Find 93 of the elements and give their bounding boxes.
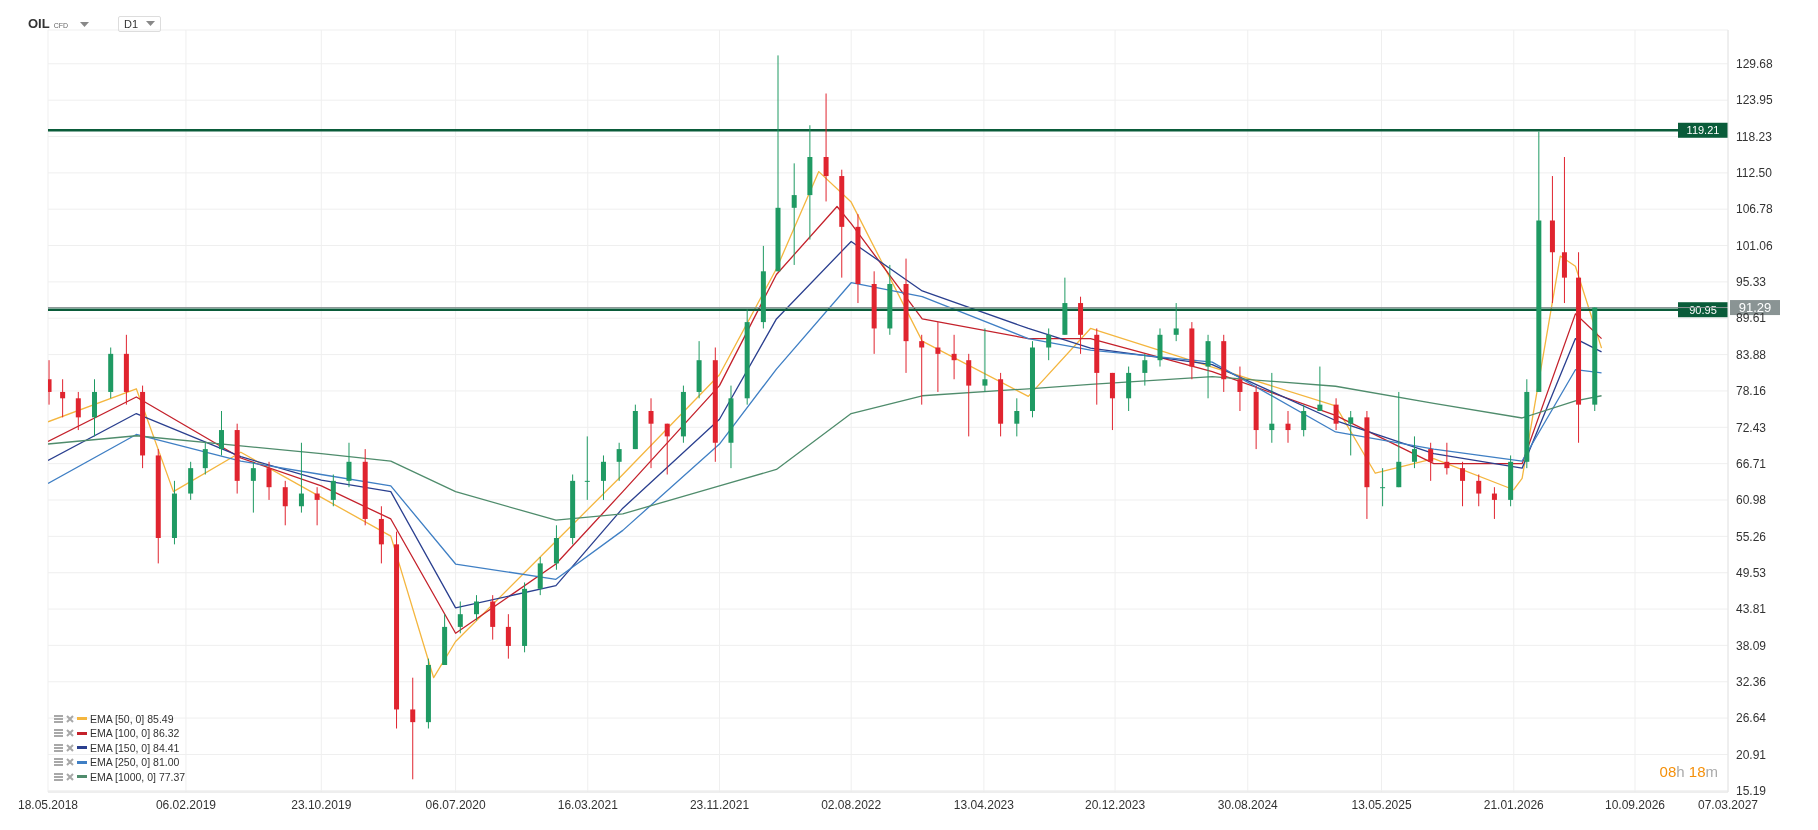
candlestick	[60, 378, 66, 418]
text: D1	[124, 18, 139, 30]
candlestick	[330, 474, 336, 507]
candlestick	[250, 461, 256, 514]
y-tick-label: 43.81	[1736, 602, 1767, 617]
candlestick	[951, 334, 957, 380]
y-tick-label: 123.95	[1736, 93, 1774, 108]
candlestick	[1380, 467, 1386, 507]
x-tick-label: 07.03.2027	[1697, 797, 1759, 812]
y-tick-label: 83.88	[1736, 347, 1767, 362]
candlestick	[919, 334, 925, 406]
candlestick	[457, 601, 463, 634]
y-tick-label: 38.09	[1736, 638, 1767, 653]
line-series	[48, 282, 1603, 580]
x-tick-label: 10.09.2026	[1604, 797, 1666, 812]
candlestick	[1333, 397, 1339, 431]
candlestick	[282, 480, 288, 526]
x-tick-label: 30.08.2024	[1217, 797, 1279, 812]
candlestick	[266, 461, 272, 501]
candlestick	[982, 327, 988, 393]
candlestick	[75, 391, 81, 431]
candlestick	[823, 93, 829, 202]
x-tick-label: 06.02.2019	[155, 797, 217, 812]
candlestick	[314, 486, 320, 526]
candlestick	[298, 442, 304, 514]
ref-line-label: 90.95	[1689, 303, 1717, 316]
candlestick	[410, 677, 416, 780]
candlestick	[48, 359, 52, 406]
candlestick	[600, 454, 606, 501]
line-series	[48, 170, 1603, 679]
candlestick	[664, 423, 670, 475]
x-tick-label: 02.08.2022	[821, 797, 882, 812]
candlestick	[584, 435, 590, 501]
y-tick-label: 129.68	[1736, 57, 1774, 72]
y-tick-label: 15.19	[1736, 784, 1767, 799]
x-tick-label: 13.05.2025	[1351, 797, 1412, 812]
candlestick	[1411, 435, 1417, 469]
y-tick-label: 26.64	[1736, 711, 1767, 726]
candlestick	[648, 397, 654, 469]
y-tick-label: 101.06	[1736, 238, 1774, 253]
y-tick-label: 55.26	[1736, 529, 1767, 544]
chart-title: OIL	[28, 16, 50, 31]
x-tick-label: 18.05.2018	[17, 797, 79, 812]
candlestick	[791, 162, 797, 266]
y-tick-label: 89.61	[1736, 311, 1767, 326]
annotation: 08h 18m	[1659, 763, 1718, 780]
candlestick	[505, 613, 511, 660]
candlestick	[1301, 404, 1307, 437]
ref-line-label: 119.21	[1686, 124, 1720, 137]
candlestick	[1460, 461, 1466, 507]
candlestick	[1476, 474, 1482, 507]
candlestick	[1046, 327, 1052, 361]
candlestick	[1491, 486, 1497, 520]
y-tick-label: 106.78	[1736, 202, 1774, 217]
candlestick	[218, 410, 224, 456]
x-tick-label: 06.07.2020	[425, 797, 486, 812]
candlestick	[1142, 353, 1148, 387]
candlestick	[1173, 302, 1179, 342]
y-tick-label: 66.71	[1736, 456, 1767, 471]
candlestick	[1428, 442, 1434, 482]
candlestick	[935, 321, 941, 393]
x-tick-label: 16.03.2021	[557, 797, 619, 812]
y-tick-label: 118.23	[1736, 129, 1773, 144]
candlestick	[1014, 397, 1020, 437]
legend-label: EMA [100, 0] 86.32	[90, 726, 180, 741]
y-tick-label: 78.16	[1736, 384, 1767, 399]
legend-label: EMA [50, 0] 85.49	[90, 711, 174, 726]
candlestick	[1317, 366, 1323, 412]
candlestick	[1348, 410, 1354, 456]
line-series	[48, 376, 1603, 521]
x-tick-label: 23.11.2021	[689, 797, 750, 812]
candlestick	[473, 594, 479, 622]
y-tick-label: 95.33	[1736, 275, 1767, 290]
y-tick-label: 72.43	[1736, 420, 1767, 435]
candlestick	[1444, 442, 1450, 475]
candlestick	[346, 442, 352, 488]
legend-label: EMA [250, 0] 81.00	[90, 755, 180, 770]
x-tick-label: 13.04.2023	[953, 797, 1015, 812]
legend-label: EMA [150, 0] 84.41	[90, 740, 180, 755]
candlestick	[1237, 366, 1243, 412]
y-tick-label: 20.91	[1736, 747, 1767, 762]
legend-label: EMA [1000, 0] 77.37	[90, 769, 186, 784]
x-tick-label: 23.10.2019	[291, 797, 352, 812]
candlestick	[1285, 410, 1291, 444]
candlestick	[202, 442, 208, 475]
y-tick-label: 60.98	[1736, 493, 1767, 508]
y-tick-label: 49.53	[1736, 565, 1767, 580]
y-tick-label: 32.36	[1736, 675, 1767, 690]
y-tick-label: 112.50	[1736, 166, 1773, 181]
candlestick	[616, 442, 622, 482]
candlestick	[1269, 372, 1275, 444]
x-tick-label: 21.01.2026	[1483, 797, 1545, 812]
x-tick-label: 20.12.2023	[1085, 797, 1146, 812]
